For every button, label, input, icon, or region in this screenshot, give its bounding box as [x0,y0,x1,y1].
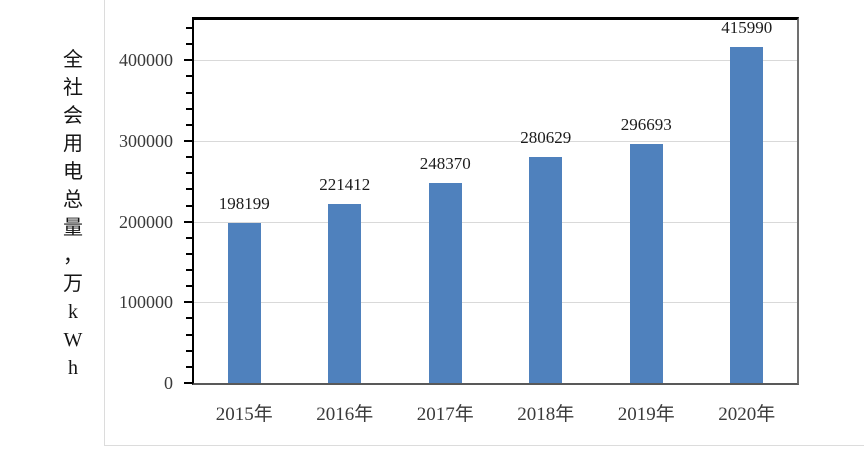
gridline [194,60,797,62]
y-axis-major-tick [184,59,192,62]
gridline [194,141,797,142]
x-axis-label-2018年: 2018年 [517,404,575,425]
bar-2020年 [730,47,764,383]
bar-value-label: 248370 [419,153,471,173]
y-axis-minor-tick [186,252,192,255]
x-axis-label-2020年: 2020年 [718,404,776,425]
y-axis-major-tick [184,301,192,304]
y-axis-minor-tick [186,333,192,336]
gridline [194,302,797,304]
bar-value-label: 280629 [520,127,572,147]
y-axis-minor-tick [186,75,192,78]
bar-value-label: 198199 [218,194,270,214]
y-axis-minor-tick [186,269,192,272]
bar-2016年 [328,204,362,383]
y-axis-tick-label: 0 [164,373,173,393]
x-axis-label-2016年: 2016年 [316,404,374,425]
y-axis-tick-label: 100000 [119,292,173,313]
plot-area: 198199 221412 248370 280629 296693 415990 [194,18,797,383]
bar-2018年 [529,156,563,383]
y-axis-tick-label: 200000 [119,211,173,232]
y-axis-minor-tick [186,204,192,207]
y-axis-minor-tick [186,107,192,110]
y-axis-title: 全 社 会 用 电 总 量 ， 万 k W h [63,49,83,379]
y-axis-major-tick [184,140,192,142]
document-cell-border-vertical [104,0,105,446]
y-axis-major-tick [184,382,192,384]
bar-2019年 [629,143,663,383]
x-axis-label-2015年: 2015年 [215,404,273,425]
y-axis-minor-tick [186,91,192,94]
y-axis-minor-tick [186,317,192,320]
bar-value-label: 296693 [620,114,672,134]
bar-2017年 [428,182,462,383]
y-axis-minor-tick [186,188,192,191]
y-axis-minor-tick [186,285,192,288]
y-axis-minor-tick [186,172,192,175]
y-axis-major-tick [184,220,192,223]
x-axis-label-2019年: 2019年 [617,404,675,425]
y-axis-minor-tick [186,349,192,352]
y-axis-minor-tick [186,236,192,239]
y-axis-minor-tick [186,365,192,368]
y-axis-tick-label: 300000 [119,131,173,151]
bar-2015年 [227,223,261,383]
plot-area-border [192,17,799,385]
x-axis-label-2017年: 2017年 [416,404,474,425]
y-axis-minor-tick [186,156,192,159]
y-axis-minor-tick [186,27,192,30]
y-axis-minor-tick [186,43,192,46]
y-axis-minor-tick [186,123,192,126]
y-axis-tick-label: 400000 [119,50,173,71]
bar-value-label: 415990 [721,18,773,38]
gridline [194,221,797,223]
document-cell-border-horizontal [104,445,864,446]
bar-value-label: 221412 [319,175,371,195]
